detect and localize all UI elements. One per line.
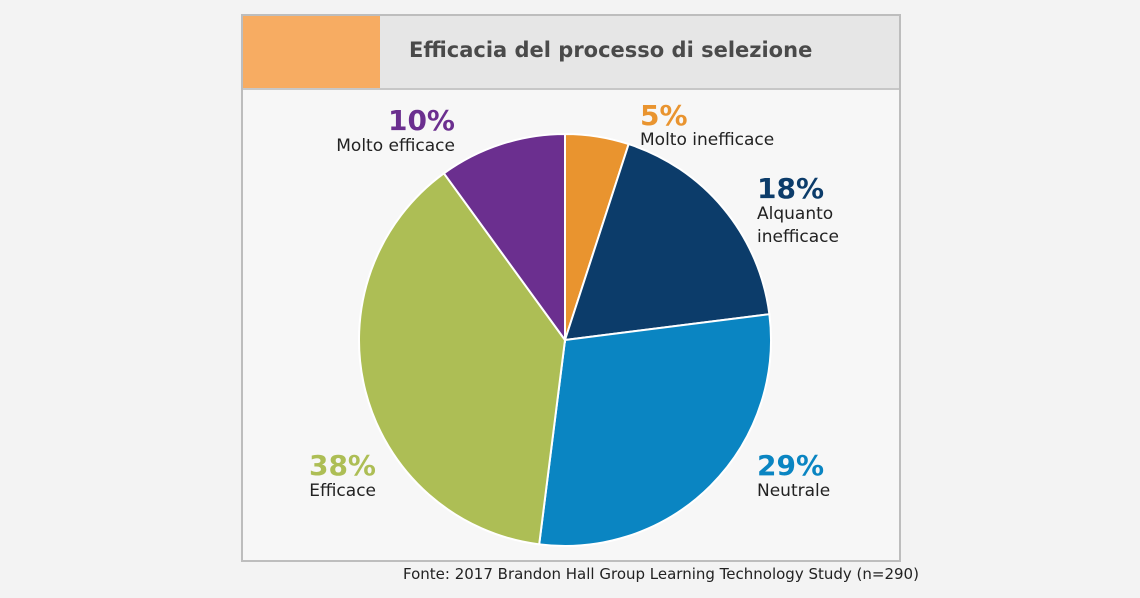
pie-slice-alquanto-inefficace [563, 142, 771, 342]
pie-slice-molto-efficace [442, 132, 566, 344]
slice-name-label: Alquanto inefficace [757, 204, 839, 247]
source-note: Fonte: 2017 Brandon Hall Group Learning … [403, 565, 919, 583]
slice-name-label: Efficace [309, 481, 376, 501]
chart-header: Efficacia del processo di selezione [243, 16, 899, 90]
slice-value-label: 18% [757, 172, 824, 205]
slice-name-label: Neutrale [757, 481, 830, 501]
slice-value-label: 38% [309, 449, 376, 482]
slice-name-line-1: Alquanto [757, 204, 833, 224]
chart-title: Efficacia del processo di selezione [409, 38, 813, 62]
pie-slices [358, 132, 772, 547]
slice-name-line-2: inefficace [757, 227, 839, 247]
pie-labels: 5% Molto inefficace 18% Alquanto ineffic… [309, 99, 839, 501]
slice-name-label: Molto efficace [336, 136, 455, 156]
header-accent-block [243, 16, 380, 88]
slice-value-label: 29% [757, 449, 824, 482]
slice-value-label: 5% [640, 99, 688, 132]
slice-name-label: Molto inefficace [640, 130, 774, 150]
pie-slice-neutrale [538, 313, 772, 547]
slice-value-label: 10% [388, 104, 455, 137]
pie-slice-efficace [358, 171, 567, 546]
